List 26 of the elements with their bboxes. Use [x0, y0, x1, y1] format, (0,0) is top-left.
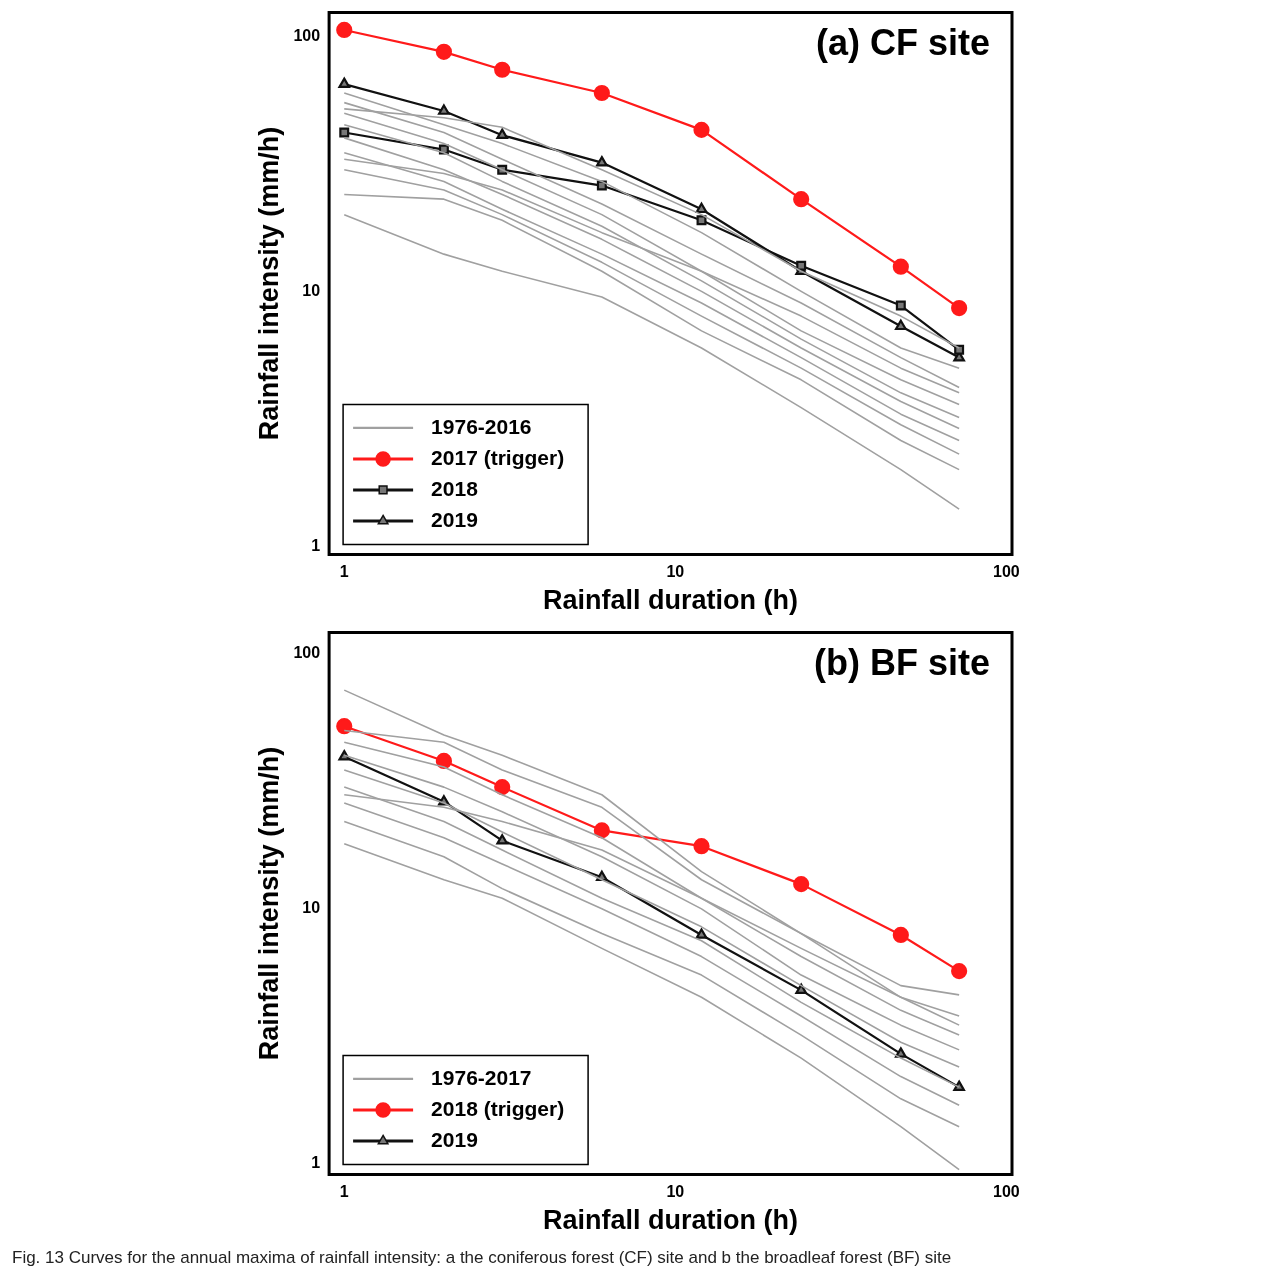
y-tick-label: 10 [302, 899, 321, 917]
legend-label: 2019 [431, 507, 478, 531]
y-axis-title: Rainfall intensity (mm/h) [253, 746, 284, 1061]
x-tick-label: 10 [666, 1183, 685, 1201]
x-axis-title: Rainfall duration (h) [543, 585, 799, 616]
x-tick-label: 100 [993, 1183, 1020, 1201]
y-tick-label: 1 [311, 536, 321, 554]
caption: Fig. 13 Curves for the annual maxima of rainfall intensity: a the coniferous forest (CF) site and b the broadleaf forest (BF) site [12, 1248, 953, 1268]
chart-title: (b) BF site [814, 641, 990, 683]
x-tick-label: 1 [339, 563, 349, 581]
legend-label: 1976-2016 [431, 414, 532, 438]
x-tick-label: 1 [339, 1183, 349, 1201]
legend-label: 2018 [431, 476, 479, 500]
y-tick-label: 100 [293, 26, 321, 44]
x-axis-title: Rainfall duration (h) [543, 1205, 799, 1236]
legend-label: 2017 (trigger) [431, 445, 565, 469]
y-tick-label: 100 [293, 644, 321, 662]
y-axis-title: Rainfall intensity (mm/h) [253, 126, 284, 441]
x-tick-label: 10 [666, 563, 685, 581]
legend-label: 2018 (trigger) [431, 1096, 565, 1120]
x-tick-label: 100 [993, 563, 1020, 581]
y-tick-label: 1 [311, 1154, 321, 1172]
legend-label: 1976-2017 [431, 1065, 532, 1089]
chart-title: (a) CF site [815, 21, 990, 63]
y-tick-label: 10 [302, 281, 321, 299]
legend-label: 2019 [431, 1127, 478, 1151]
